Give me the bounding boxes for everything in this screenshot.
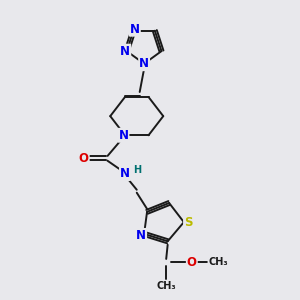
Text: CH₃: CH₃ [156, 281, 176, 291]
Text: CH₃: CH₃ [208, 257, 228, 268]
Text: O: O [79, 152, 89, 165]
Text: N: N [136, 229, 146, 242]
Text: N: N [120, 45, 130, 58]
Text: N: N [139, 57, 149, 70]
Text: H: H [133, 165, 141, 175]
Text: N: N [120, 167, 130, 180]
Text: N: N [130, 23, 140, 36]
Text: O: O [187, 256, 197, 269]
Text: S: S [184, 216, 193, 229]
Text: N: N [118, 129, 128, 142]
